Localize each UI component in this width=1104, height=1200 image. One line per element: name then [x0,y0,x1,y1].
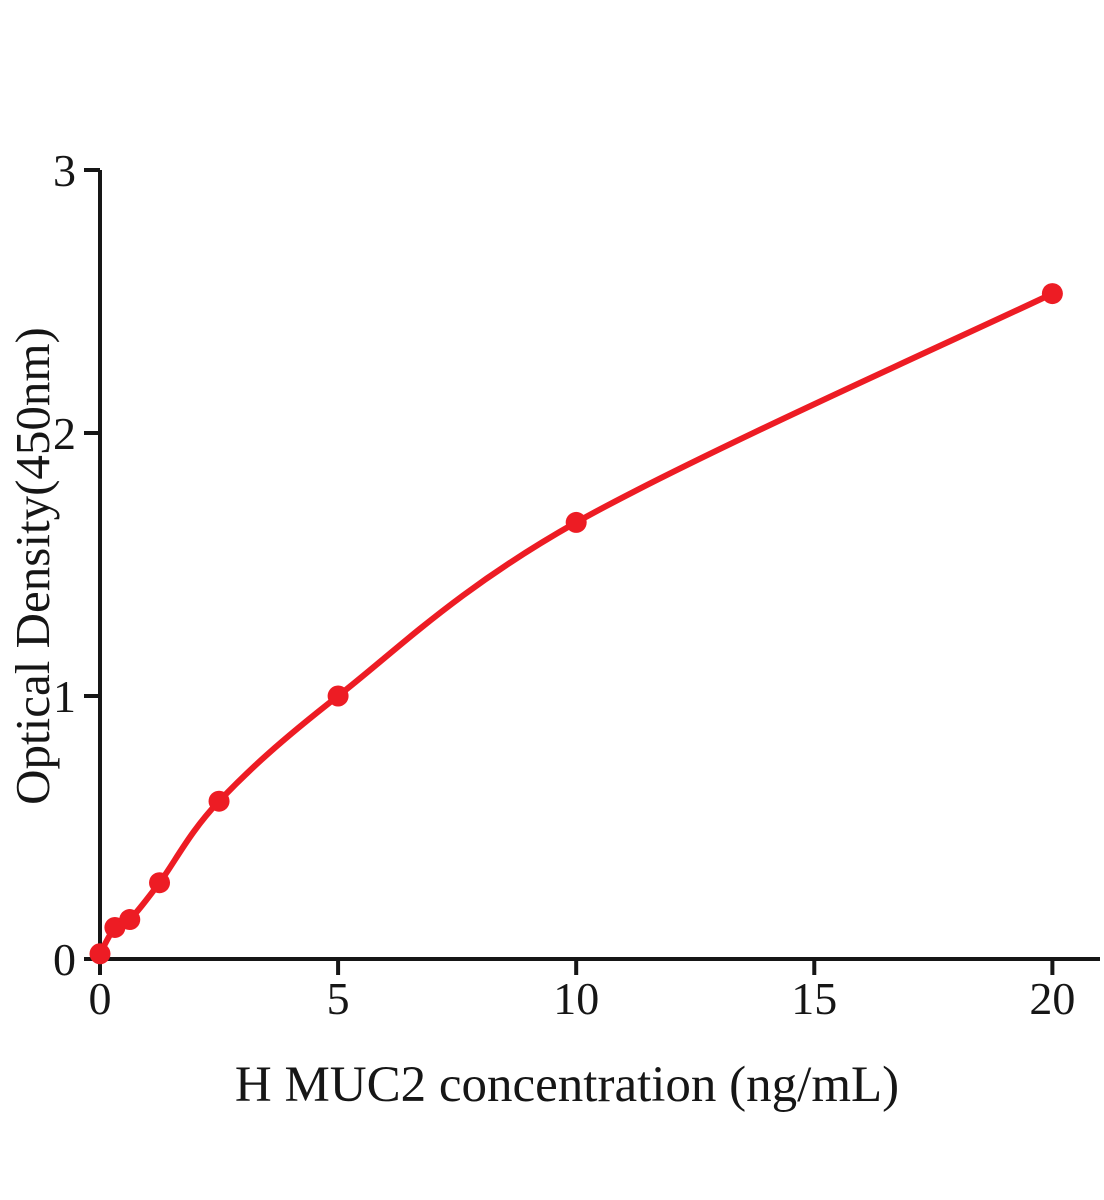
standard-curve-line [97,290,1056,957]
x-tick-label: 10 [553,973,599,1024]
x-tick-label: 15 [791,973,837,1024]
x-tick-label: 5 [327,973,350,1024]
data-point-marker [89,943,111,965]
x-axis-title: H MUC2 concentration (ng/mL) [234,1057,900,1113]
x-tick-label: 0 [89,973,112,1024]
data-point-marker [149,872,171,894]
x-tick-label: 20 [1029,973,1075,1024]
data-point-marker [119,909,141,931]
data-point-marker [1041,283,1063,305]
y-axis-title: Optical Density(450nm) [5,327,60,805]
data-point-marker [327,685,349,707]
data-point-marker [565,511,587,533]
data-point-marker [208,790,230,812]
y-tick-label: 0 [53,934,76,985]
y-tick-label: 2 [53,408,76,459]
y-tick-label: 1 [53,671,76,722]
y-tick-label: 3 [53,145,76,196]
